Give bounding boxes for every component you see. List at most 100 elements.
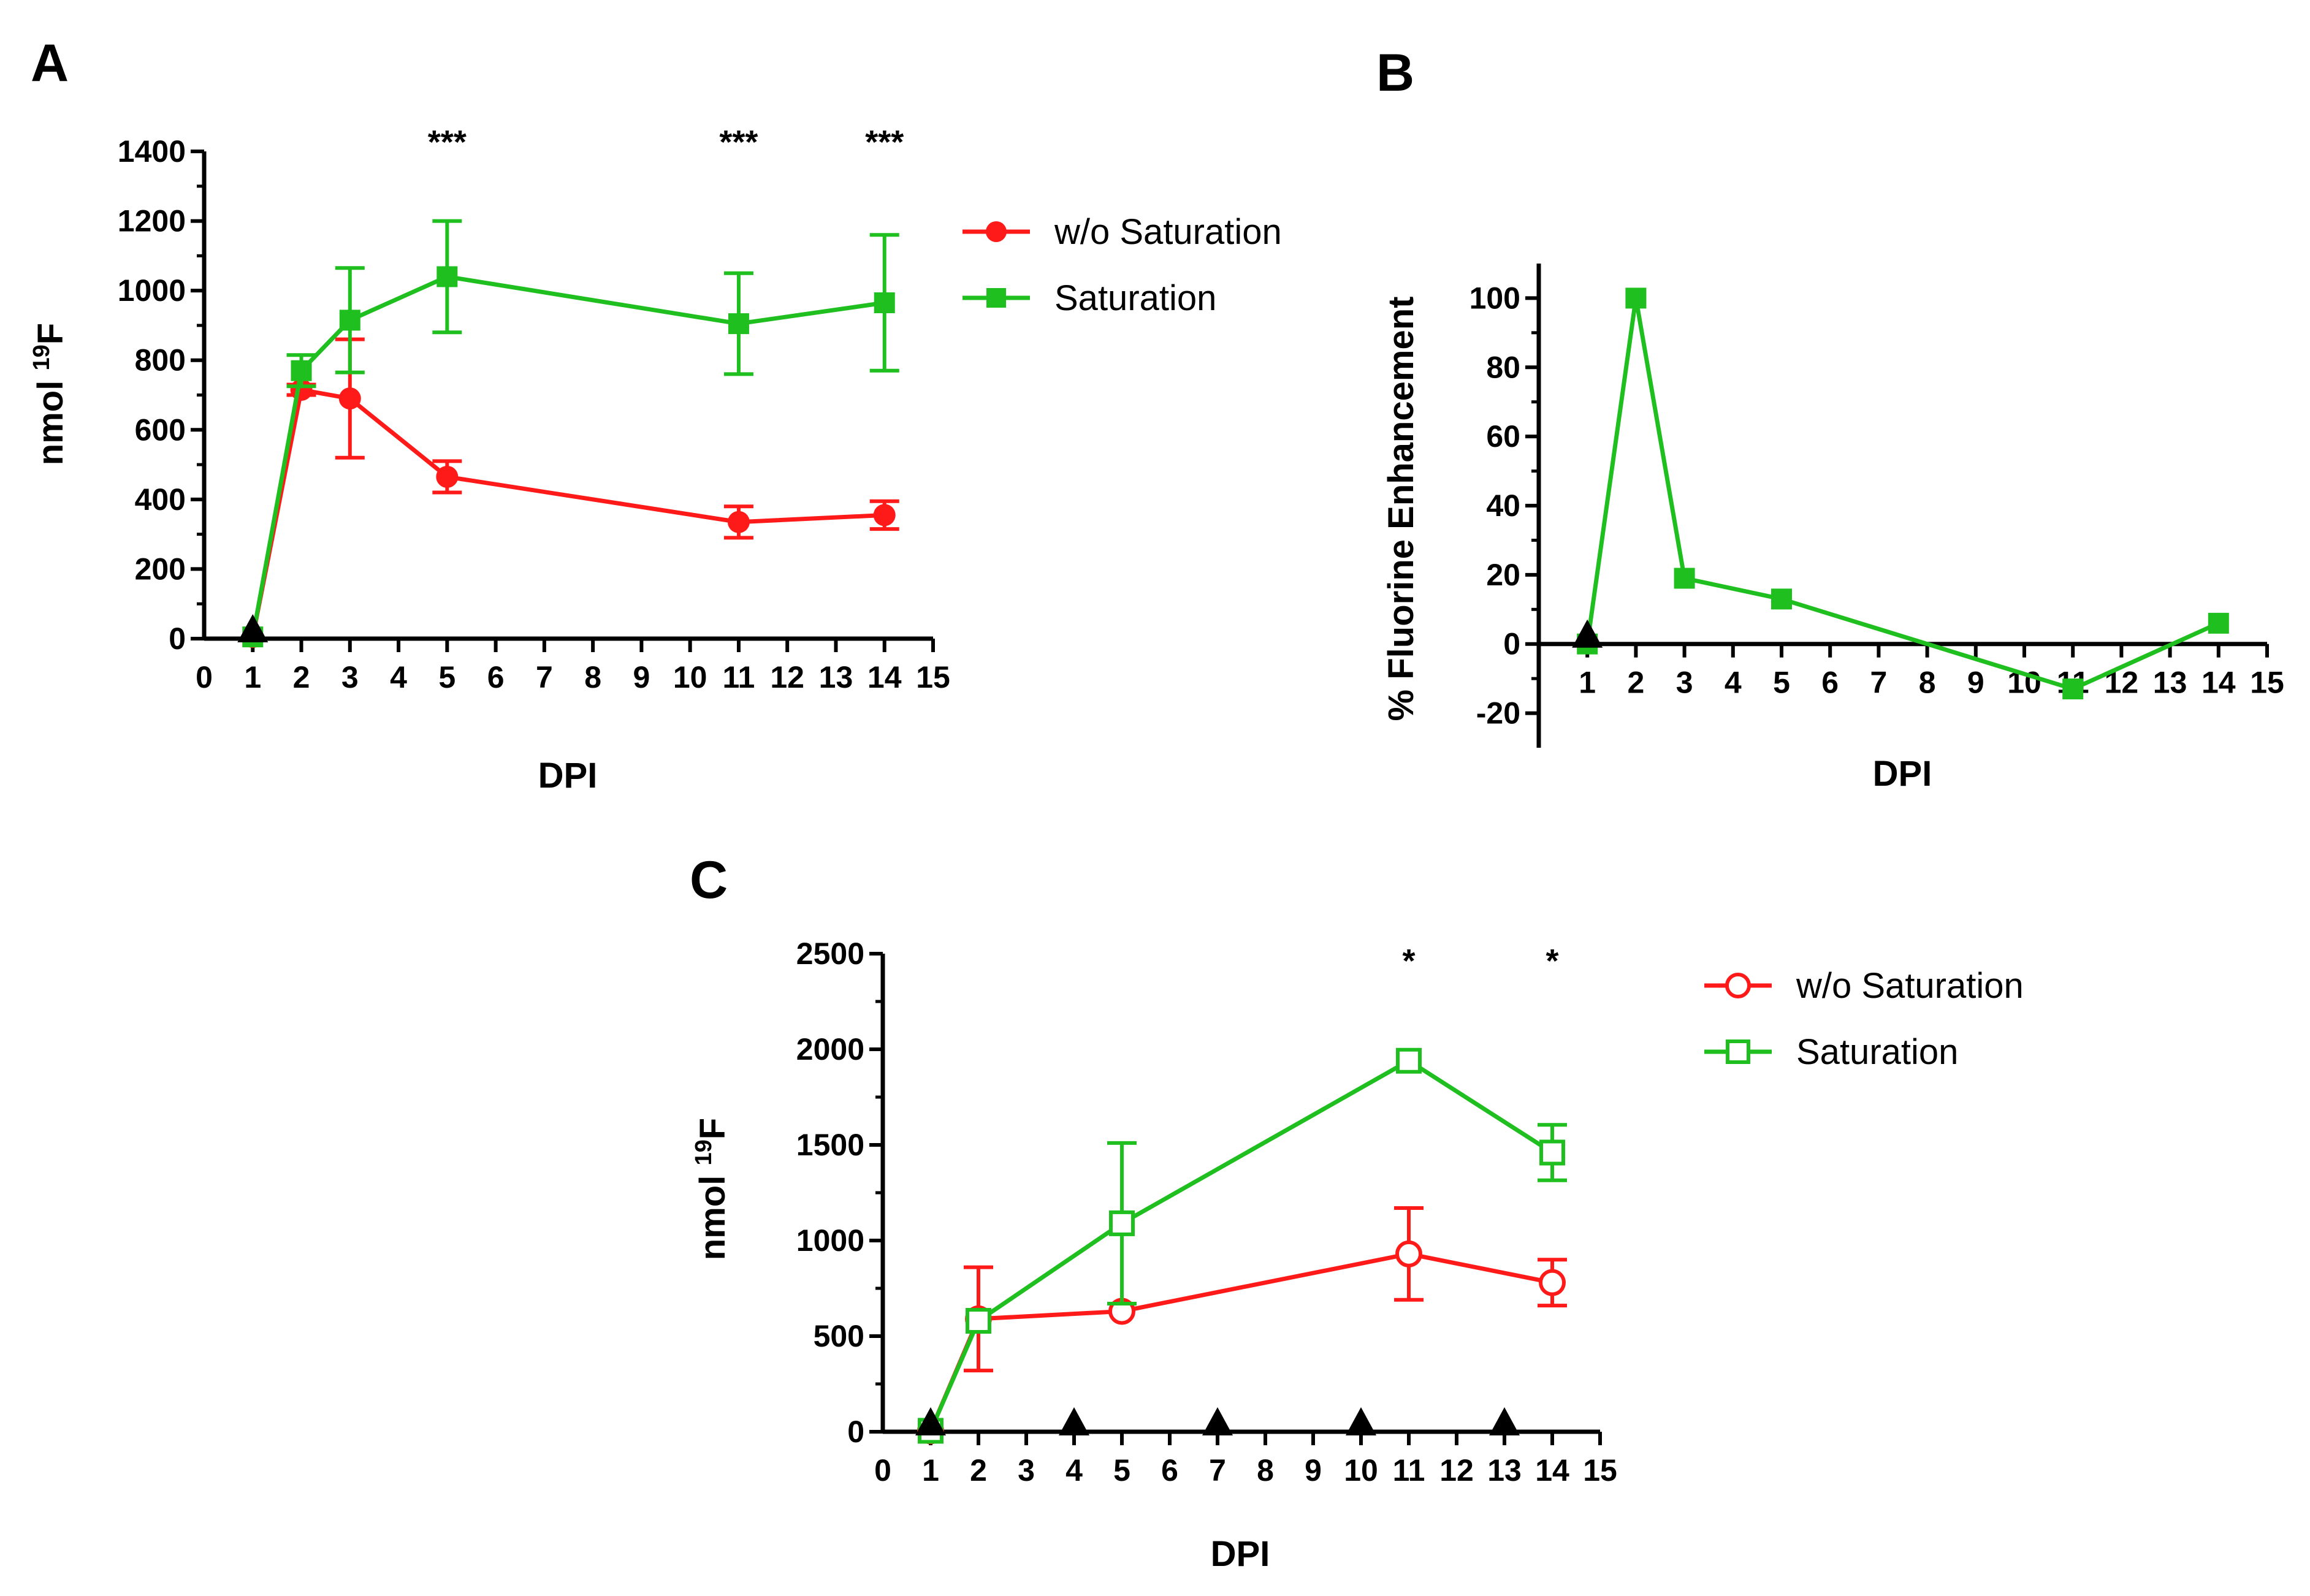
panel-letter-a: A [31, 34, 69, 93]
chart-a-x-tick-label: 2 [293, 660, 310, 694]
chart-a-xlabel: DPI [538, 756, 598, 796]
chart-a-y-tick-label: 1200 [118, 204, 186, 238]
chart-c-legend: w/o Saturation Saturation [1704, 966, 2024, 1072]
chart-c-legend-marker [1725, 973, 1751, 998]
chart-a-y-tick-label: 200 [135, 552, 186, 586]
chart-b-y-tick-label: 40 [1486, 488, 1520, 523]
chart-c-x-tick-label: 14 [1535, 1453, 1569, 1488]
chart-c-data-point [1539, 1139, 1565, 1166]
chart-c-data-point [1109, 1210, 1135, 1236]
chart-c-x-tick-label: 0 [874, 1453, 891, 1488]
chart-b-y-tick-label: 20 [1486, 558, 1520, 592]
chart-a-series-line [250, 274, 885, 637]
chart-a-x-tick-label: 0 [196, 660, 213, 694]
chart-c-x-tick-label: 9 [1305, 1453, 1322, 1488]
chart-a-data-point [436, 465, 459, 488]
chart-a-x-tick-label: 15 [916, 660, 950, 694]
chart-c-y-tick-label: 1000 [796, 1223, 864, 1258]
chart-a-data-point [338, 387, 361, 410]
chart-b-y-tick-label: 0 [1503, 627, 1520, 661]
chart-c-y-tick-label: 500 [814, 1319, 864, 1353]
chart-c-injection-marker [1346, 1407, 1376, 1435]
chart-b-data-point [1625, 287, 1647, 309]
chart-a-injection-marker [237, 614, 269, 642]
chart-c-y-tick-label: 0 [847, 1415, 864, 1449]
chart-b-data-point [1771, 588, 1792, 610]
chart-c-legend-label: Saturation [1796, 1032, 1958, 1072]
chart-c-injection-marker [1489, 1407, 1520, 1435]
chart-c-series-line [928, 1252, 1553, 1432]
chart-c-data-point [1539, 1269, 1566, 1296]
chart-c-x-tick-label: 3 [1018, 1453, 1035, 1488]
chart-a-data-point [874, 292, 895, 314]
chart-a-x-tick-label: 13 [819, 660, 853, 694]
chart-a-ylabel-superscript: 19 [29, 344, 55, 370]
chart-b-data-point [1674, 568, 1695, 589]
chart-b: -20020406080100123456789101112131415 DPI… [1381, 264, 2284, 794]
chart-c-ylabel-superscript: 19 [691, 1139, 717, 1165]
chart-a-significance-label: *** [719, 124, 758, 161]
chart-a-data-point [339, 310, 360, 331]
chart-c-x-tick-label: 12 [1439, 1453, 1474, 1488]
chart-b-injection-marker [1572, 619, 1603, 648]
chart-b-ylabel: % Fluorine Enhancement [1381, 297, 1421, 721]
chart-b-x-tick-label: 3 [1676, 666, 1693, 700]
chart-c-x-tick-label: 8 [1257, 1453, 1274, 1488]
chart-c-x-tick-label: 11 [1393, 1453, 1425, 1488]
chart-a-series-wo-saturation [242, 337, 899, 648]
panel-letter-c: C [690, 851, 728, 910]
chart-b-y-tick-label: 100 [1469, 281, 1520, 315]
chart-c-xlabel: DPI [1211, 1534, 1270, 1574]
chart-a-legend-marker [986, 221, 1007, 242]
chart-a-x-tick-label: 11 [723, 660, 755, 694]
chart-a-x-tick-label: 4 [390, 660, 407, 694]
chart-c-legend-label: w/o Saturation [1796, 966, 2024, 1006]
chart-a-x-tick-label: 14 [867, 660, 902, 694]
chart-a-x-tick-label: 1 [244, 660, 261, 694]
chart-c-x-tick-label: 7 [1209, 1453, 1226, 1488]
chart-c-ylabel: nmol 19F [691, 1118, 733, 1260]
chart-c-x-tick-label: 2 [970, 1453, 987, 1488]
chart-c-y-tick-label: 2000 [796, 1032, 864, 1066]
chart-a-data-point [728, 313, 749, 335]
chart-a-y-tick-label: 1000 [118, 273, 186, 308]
chart-c-series: * * [915, 943, 1567, 1445]
chart-c-significance-label: * [1546, 943, 1558, 979]
chart-b-x-tick-label: 7 [1870, 666, 1887, 700]
chart-a-data-point [436, 266, 458, 287]
chart-c-legend-marker [1726, 1039, 1750, 1064]
chart-c-data-point [1396, 1047, 1422, 1074]
chart-a-legend-marker [986, 288, 1006, 308]
chart-a-legend-label: w/o Saturation [1054, 212, 1282, 252]
chart-c-y-tick-label: 1500 [796, 1128, 864, 1162]
chart-c-x-tick-label: 5 [1113, 1453, 1130, 1488]
chart-b-x-tick-label: 5 [1773, 666, 1790, 700]
chart-b-x-tick-label: 14 [2201, 666, 2236, 700]
chart-c-injection-marker [1202, 1407, 1233, 1435]
chart-a-x-tick-label: 8 [584, 660, 601, 694]
chart-a-x-tick-label: 7 [536, 660, 553, 694]
chart-a-ylabel: nmol 19F [29, 323, 71, 465]
chart-a-y-tick-label: 1400 [118, 134, 186, 169]
chart-c-injection-marker [1059, 1407, 1089, 1435]
chart-a-series-line [250, 387, 885, 637]
chart-b-x-tick-label: 15 [2250, 666, 2284, 700]
chart-b-x-tick-label: 4 [1725, 666, 1742, 700]
chart-c-x-tick-label: 1 [922, 1453, 939, 1488]
chart-a-x-tick-label: 6 [487, 660, 505, 694]
chart-a-y-tick-label: 400 [135, 482, 186, 517]
chart-c-data-point [966, 1308, 991, 1334]
chart-c-significance-label: * [1402, 943, 1415, 979]
chart-a-x-tick-label: 10 [673, 660, 707, 694]
chart-a-data-point [727, 511, 750, 533]
chart-b-axes: -20020406080100123456789101112131415 [1469, 264, 2284, 748]
chart-b-x-tick-label: 1 [1579, 666, 1596, 700]
chart-b-y-tick-label: 60 [1486, 419, 1520, 454]
chart-b-series [1572, 287, 2229, 700]
chart-a-data-point [291, 360, 312, 381]
chart-b-x-tick-label: 6 [1821, 666, 1839, 700]
